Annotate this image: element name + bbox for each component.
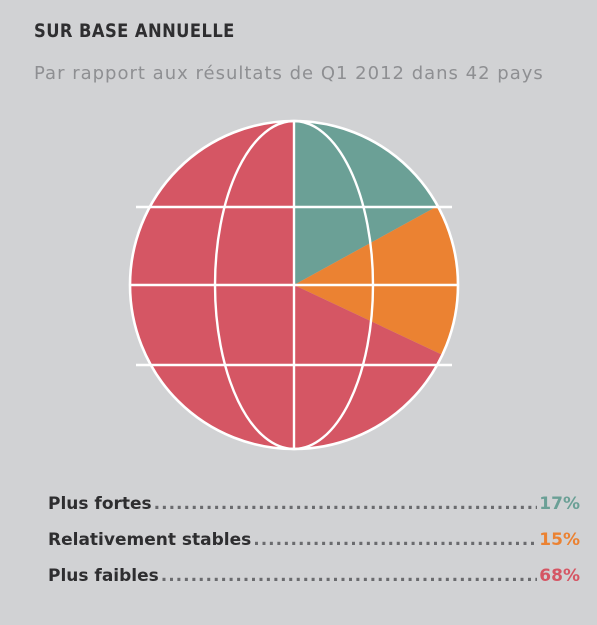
legend-dot-leader xyxy=(154,494,538,514)
legend: Plus fortes 17% Relativement stables 15%… xyxy=(48,494,580,602)
legend-item-plus-faibles: Plus faibles 68% xyxy=(48,566,580,602)
legend-value: 68% xyxy=(539,566,580,586)
legend-label: Plus fortes xyxy=(48,494,152,514)
legend-label: Plus faibles xyxy=(48,566,159,586)
chart-title: SUR BASE ANNUELLE xyxy=(34,20,235,42)
legend-value: 15% xyxy=(539,530,580,550)
globe-pie-chart xyxy=(128,119,460,451)
legend-item-relativement-stables: Relativement stables 15% xyxy=(48,530,580,566)
chart-subtitle: Par rapport aux résultats de Q1 2012 dan… xyxy=(34,63,544,84)
legend-dot-leader xyxy=(161,566,538,586)
pie-slice-relativement-stables xyxy=(294,205,458,355)
legend-dot-leader xyxy=(253,530,537,550)
legend-label: Relativement stables xyxy=(48,530,252,550)
legend-item-plus-fortes: Plus fortes 17% xyxy=(48,494,580,530)
legend-value: 17% xyxy=(539,494,580,514)
globe-outline xyxy=(128,119,460,451)
